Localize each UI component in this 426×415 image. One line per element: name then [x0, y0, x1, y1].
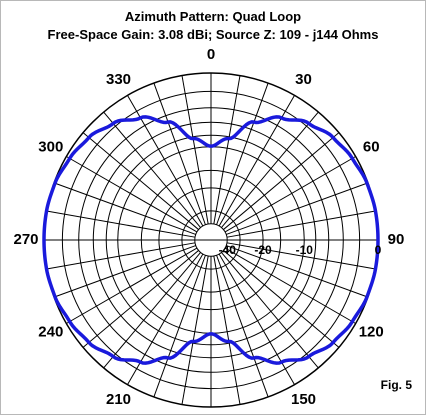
- pattern-line: [42, 115, 380, 365]
- grid-spoke: [213, 255, 241, 405]
- angle-tick-label: 0: [207, 46, 215, 63]
- grid-spoke: [66, 156, 198, 233]
- grid-spoke: [223, 250, 340, 348]
- angle-tick-label: 210: [106, 391, 131, 408]
- angle-tick-label: 330: [106, 71, 131, 88]
- grid-spoke: [221, 252, 319, 369]
- polar-grid: [43, 72, 379, 408]
- radial-tick-label: 0: [375, 243, 382, 257]
- angle-tick-label: 150: [291, 391, 316, 408]
- angle-labels: 0306090120150180210240270300330: [13, 46, 405, 408]
- chart-title: Azimuth Pattern: Quad Loop: [124, 9, 302, 24]
- angle-tick-label: 300: [38, 138, 63, 155]
- grid-spoke: [53, 182, 196, 235]
- grid-spoke: [82, 250, 199, 348]
- grid-spoke: [221, 111, 319, 228]
- grid-spoke: [66, 247, 198, 324]
- angle-tick-label: 270: [13, 231, 38, 248]
- angle-tick-label: 30: [295, 71, 312, 88]
- grid-spoke: [226, 210, 376, 238]
- grid-spoke: [181, 255, 209, 405]
- angle-tick-label: 120: [359, 323, 384, 340]
- grid-spoke: [224, 247, 356, 324]
- radial-tick-label: -10: [296, 243, 314, 257]
- grid-spoke: [213, 75, 241, 225]
- grid-spoke: [216, 255, 269, 398]
- grid-spoke: [153, 255, 206, 398]
- pattern-series: [42, 115, 380, 365]
- grid-spoke: [103, 111, 201, 228]
- grid-spoke: [216, 82, 269, 225]
- grid-spoke: [223, 132, 340, 230]
- grid-spoke: [46, 242, 196, 270]
- grid-spoke: [103, 252, 201, 369]
- grid-spoke: [46, 210, 196, 238]
- radial-tick-label: -40: [219, 243, 237, 257]
- grid-spoke: [181, 75, 209, 225]
- grid-spoke: [226, 182, 369, 235]
- angle-tick-label: 90: [388, 231, 405, 248]
- grid-spoke: [224, 156, 356, 233]
- figure-label: Fig. 5: [380, 378, 412, 392]
- grid-spoke: [153, 82, 206, 225]
- grid-spoke: [82, 132, 199, 230]
- radial-tick-label: -20: [254, 243, 272, 257]
- radial-labels: -40 -20 -10 0: [219, 243, 382, 257]
- grid-spoke: [226, 245, 369, 298]
- chart-subtitle: Free-Space Gain: 3.08 dBi; Source Z: 109…: [47, 27, 379, 42]
- angle-tick-label: 60: [363, 138, 380, 155]
- angle-tick-label: 240: [38, 323, 63, 340]
- grid-spoke: [226, 242, 376, 270]
- grid-spoke: [53, 245, 196, 298]
